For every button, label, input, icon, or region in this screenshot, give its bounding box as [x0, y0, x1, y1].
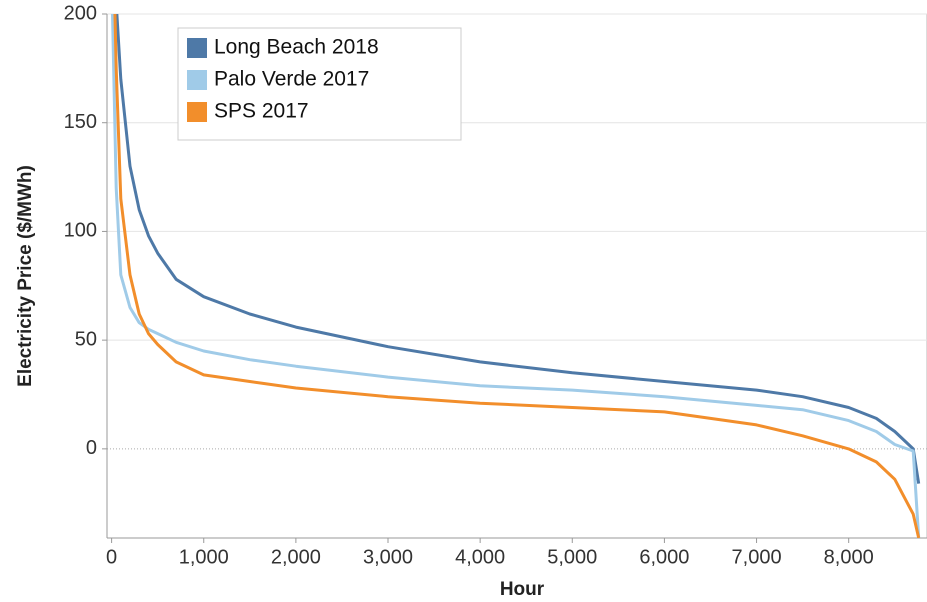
x-tick-label: 1,000	[179, 546, 229, 568]
x-tick-label: 6,000	[639, 546, 689, 568]
plot-area	[111, 14, 921, 538]
series-line	[111, 14, 921, 538]
y-tick-label: 50	[75, 328, 97, 350]
y-tick-label: 100	[64, 220, 97, 242]
y-tick-label: 0	[86, 437, 97, 459]
legend-label: Long Beach 2018	[214, 36, 379, 59]
legend-label: SPS 2017	[214, 100, 309, 123]
legend-label: Palo Verde 2017	[214, 68, 369, 91]
series-line	[115, 14, 921, 484]
y-axis-title: Electricity Price ($/MWh)	[15, 165, 36, 387]
x-tick-label: 8,000	[824, 546, 874, 568]
legend-swatch	[187, 38, 207, 58]
x-tick-label: 7,000	[732, 546, 782, 568]
y-tick-label: 200	[64, 2, 97, 24]
legend-box	[177, 27, 462, 141]
y-tick-label: 150	[64, 111, 97, 133]
legend-swatch	[187, 102, 207, 122]
x-axis-title: Hour	[500, 579, 545, 600]
series-line	[113, 14, 921, 538]
x-tick-label: 4,000	[455, 546, 505, 568]
x-tick-label: 2,000	[271, 546, 321, 568]
x-tick-label: 5,000	[547, 546, 597, 568]
legend-swatch	[187, 70, 207, 90]
x-tick-label: 0	[106, 546, 117, 568]
x-tick-label: 3,000	[363, 546, 413, 568]
